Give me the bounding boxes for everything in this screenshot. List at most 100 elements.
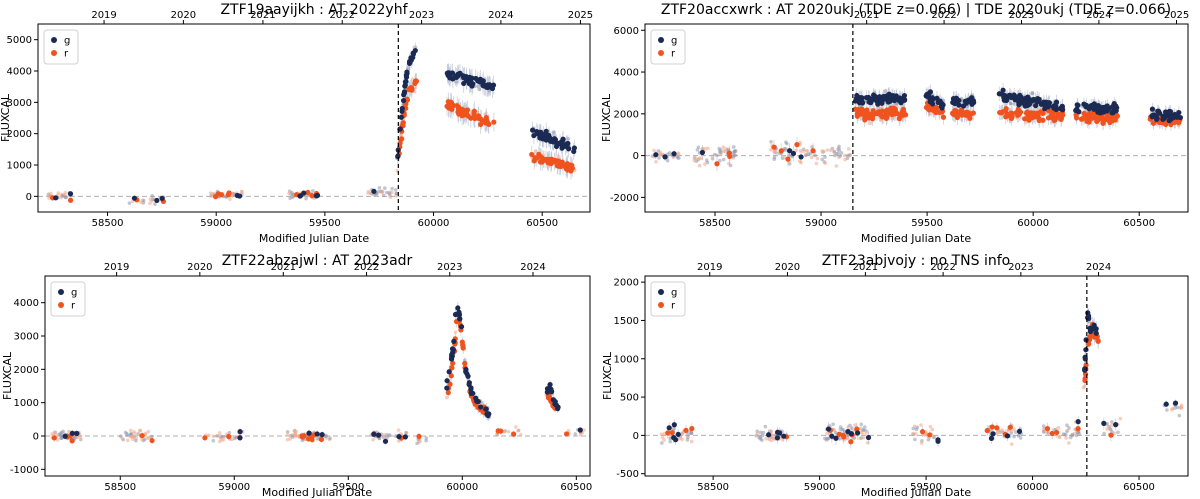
data-point-r-faint: [652, 148, 656, 153]
legend-box: [650, 29, 686, 65]
data-point-g-faint: [381, 193, 386, 198]
data-point-r: [1056, 111, 1062, 117]
data-point-g-faint: [150, 194, 155, 198]
data-point-g: [859, 99, 865, 105]
data-point-r-faint: [582, 428, 586, 432]
data-point-g: [675, 431, 681, 438]
data-point-r-faint: [56, 191, 61, 195]
data-point-g-faint: [384, 433, 389, 437]
data-point-r-faint: [928, 111, 932, 116]
data-point-r-faint: [206, 433, 211, 437]
data-point-r: [212, 194, 219, 200]
data-point-r-faint: [502, 429, 507, 434]
legend-label-g: g: [671, 36, 677, 47]
data-point-r: [870, 108, 876, 114]
data-point-g: [402, 79, 408, 85]
data-point-r: [478, 121, 484, 128]
year-tick-label: 2020: [171, 10, 196, 21]
data-point-g: [547, 382, 553, 388]
data-point-g: [662, 154, 668, 160]
data-point-g: [301, 190, 307, 196]
data-point-r-faint: [701, 146, 705, 151]
data-point-g: [866, 99, 872, 105]
data-point-r-faint: [1179, 404, 1184, 409]
data-point-r: [771, 144, 777, 150]
data-point-r: [463, 110, 469, 116]
y-tick-label: 3000: [14, 332, 39, 343]
data-point-g-faint: [551, 130, 556, 134]
x-tick-label: 60000: [1017, 218, 1049, 229]
x-tick-label: 60000: [418, 218, 450, 229]
data-point-r-faint: [820, 150, 825, 155]
plot-area: [645, 305, 1188, 449]
data-point-g-faint: [839, 151, 844, 155]
data-point-g: [1016, 102, 1022, 108]
data-point-r: [569, 162, 575, 169]
data-point-r: [1022, 116, 1028, 122]
data-point-r: [1008, 115, 1015, 122]
data-point-r: [460, 342, 466, 348]
year-tick-label: 2021: [853, 262, 878, 273]
data-point-g: [996, 91, 1002, 97]
data-point-g-faint: [758, 430, 763, 435]
data-point-g: [775, 429, 781, 435]
data-point-r-faint: [799, 160, 803, 165]
legend: gr: [43, 29, 79, 65]
data-point-g-faint: [850, 426, 854, 430]
year-tick-label: 2024: [1086, 262, 1111, 273]
data-point-r: [1040, 117, 1046, 123]
y-tick-label: 4000: [7, 67, 32, 78]
data-point-g-faint: [848, 152, 852, 157]
data-point-r-faint: [295, 434, 300, 438]
data-point-r: [883, 115, 889, 121]
data-point-g: [536, 129, 542, 135]
data-point-g-faint: [1175, 405, 1180, 410]
data-point-g-faint: [1077, 432, 1082, 436]
legend-label-r: r: [671, 49, 676, 60]
data-point-g: [787, 148, 793, 154]
data-point-g: [74, 430, 80, 437]
data-point-r-faint: [148, 197, 153, 202]
data-point-g: [1043, 99, 1049, 105]
data-point-r-faint: [1065, 428, 1070, 433]
data-point-r: [1081, 110, 1087, 116]
data-point-g: [444, 385, 450, 391]
year-tick-label: 2019: [104, 262, 129, 273]
data-point-r: [305, 189, 311, 196]
data-point-r-faint: [371, 437, 375, 442]
data-point-r-faint: [911, 432, 915, 436]
data-point-g-faint: [153, 202, 157, 206]
data-point-g-faint: [566, 137, 571, 141]
data-point-g-faint: [1041, 429, 1046, 434]
data-point-g: [571, 148, 577, 155]
data-point-r-faint: [380, 190, 384, 195]
data-point-g-faint: [60, 194, 65, 198]
data-point-r-faint: [919, 441, 924, 445]
data-point-r-faint: [1056, 426, 1061, 430]
legend-marker-g: [658, 289, 664, 295]
data-point-g: [1174, 113, 1180, 119]
y-tick-label: 0: [633, 151, 639, 162]
data-point-g: [1029, 97, 1035, 103]
x-tick-label: 58500: [697, 482, 729, 493]
data-point-g-faint: [406, 65, 411, 70]
data-point-g: [1149, 106, 1156, 112]
data-point-g: [446, 369, 452, 375]
data-point-r: [1051, 117, 1057, 124]
data-point-r: [726, 150, 732, 156]
data-point-g-faint: [311, 189, 315, 193]
data-point-g: [927, 89, 934, 95]
x-tick-label: 58500: [699, 218, 731, 229]
data-point-r: [563, 431, 570, 437]
y-tick-label: 5000: [7, 35, 32, 46]
plot-area: [38, 42, 590, 206]
data-point-r: [69, 438, 75, 444]
data-point-g-faint: [837, 436, 842, 441]
data-point-g: [1083, 337, 1089, 343]
data-point-r-faint: [217, 431, 222, 435]
data-point-r-faint: [930, 427, 935, 432]
data-point-r: [919, 429, 926, 435]
y-axis-label: FLUXCAL: [600, 93, 613, 142]
data-point-g-faint: [1102, 431, 1106, 436]
data-point-g-faint: [393, 188, 398, 192]
